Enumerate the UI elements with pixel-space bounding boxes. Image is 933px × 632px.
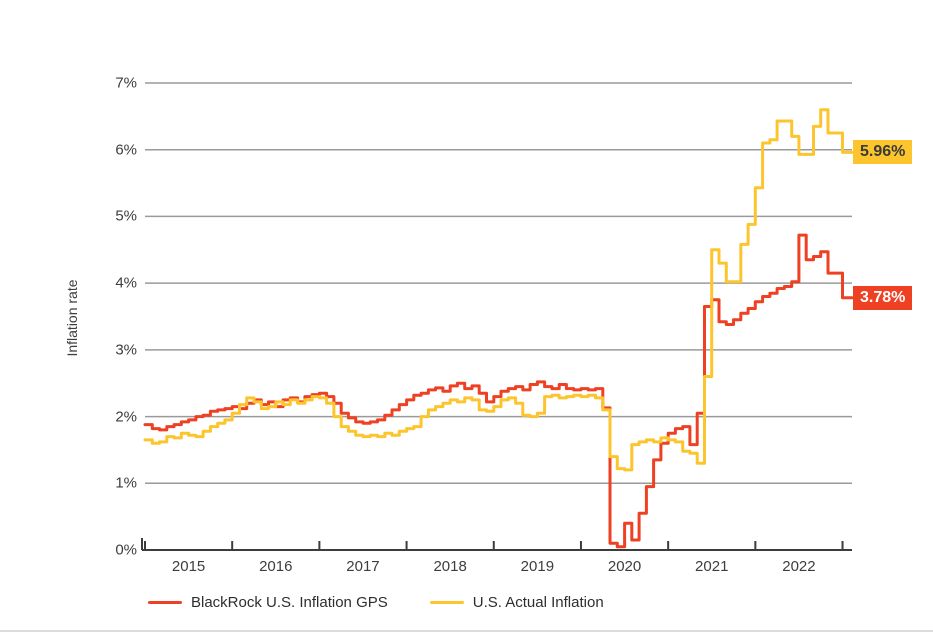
legend-item-blackrock-gps: BlackRock U.S. Inflation GPS: [148, 594, 388, 611]
x-tick-label-2016: 2016: [259, 558, 293, 575]
y-tick-label-2%: 2%: [115, 408, 137, 426]
x-tick-label-2015: 2015: [171, 558, 206, 575]
y-tick-label-4%: 4%: [115, 274, 137, 292]
x-tick-label-2018: 2018: [433, 558, 467, 575]
legend-item-actual-inflation: U.S. Actual Inflation: [429, 594, 604, 611]
actual-inflation-line-swatch-icon: [429, 601, 464, 604]
y-axis-title: Inflation rate: [64, 279, 80, 357]
y-tick-label-7%: 7%: [115, 74, 137, 92]
bottom-divider: [0, 630, 933, 632]
x-tick-label-2021: 2021: [695, 558, 729, 575]
series-line-blackrock-gps: [143, 233, 854, 549]
x-tick-label-2020: 2020: [607, 558, 642, 575]
blackrock-gps-line-swatch-icon: [148, 601, 182, 604]
y-tick-label-3%: 3%: [115, 341, 137, 359]
y-tick-label-1%: 1%: [115, 474, 137, 492]
y-tick-label-0%: 0%: [115, 541, 137, 559]
chart-legend: BlackRock U.S. Inflation GPS U.S. Actual…: [148, 594, 604, 611]
x-tick-label-2022: 2022: [782, 558, 816, 575]
value-badge-blackrock-gps: 3.78%: [853, 285, 913, 310]
legend-label-blackrock-gps: BlackRock U.S. Inflation GPS: [191, 594, 388, 611]
y-tick-label-6%: 6%: [115, 141, 137, 159]
legend-label-actual-inflation: U.S. Actual Inflation: [472, 594, 604, 611]
series-line-actual-inflation: [143, 108, 854, 472]
x-tick-label-2019: 2019: [520, 558, 555, 575]
y-tick-label-5%: 5%: [115, 207, 137, 225]
value-badge-actual-inflation: 5.96%: [853, 140, 913, 165]
x-tick-label-2017: 2017: [346, 558, 380, 575]
